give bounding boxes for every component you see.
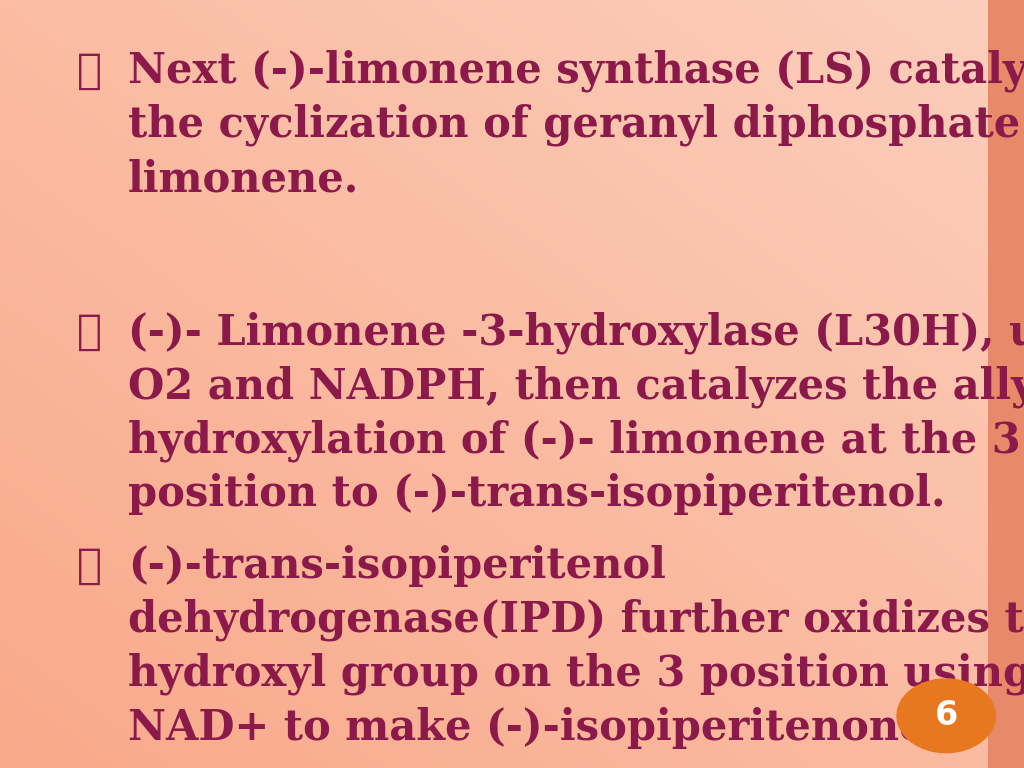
Circle shape (897, 679, 995, 753)
Text: ❖: ❖ (77, 545, 101, 588)
Text: (-)-trans-isopiperitenol
dehydrogenase(IPD) further oxidizes the
hydroxyl group : (-)-trans-isopiperitenol dehydrogenase(I… (128, 545, 1024, 749)
Bar (988, 0, 1024, 768)
Text: (-)- Limonene -3-hydroxylase (L30H), using
O2 and NADPH, then catalyzes the ally: (-)- Limonene -3-hydroxylase (L30H), usi… (128, 311, 1024, 515)
Text: ❖: ❖ (77, 50, 101, 92)
Text: ❖: ❖ (77, 311, 101, 353)
Text: 6: 6 (935, 700, 957, 732)
Text: Next (-)-limonene synthase (LS) catalyzes
the cyclization of geranyl diphosphate: Next (-)-limonene synthase (LS) catalyze… (128, 50, 1024, 200)
